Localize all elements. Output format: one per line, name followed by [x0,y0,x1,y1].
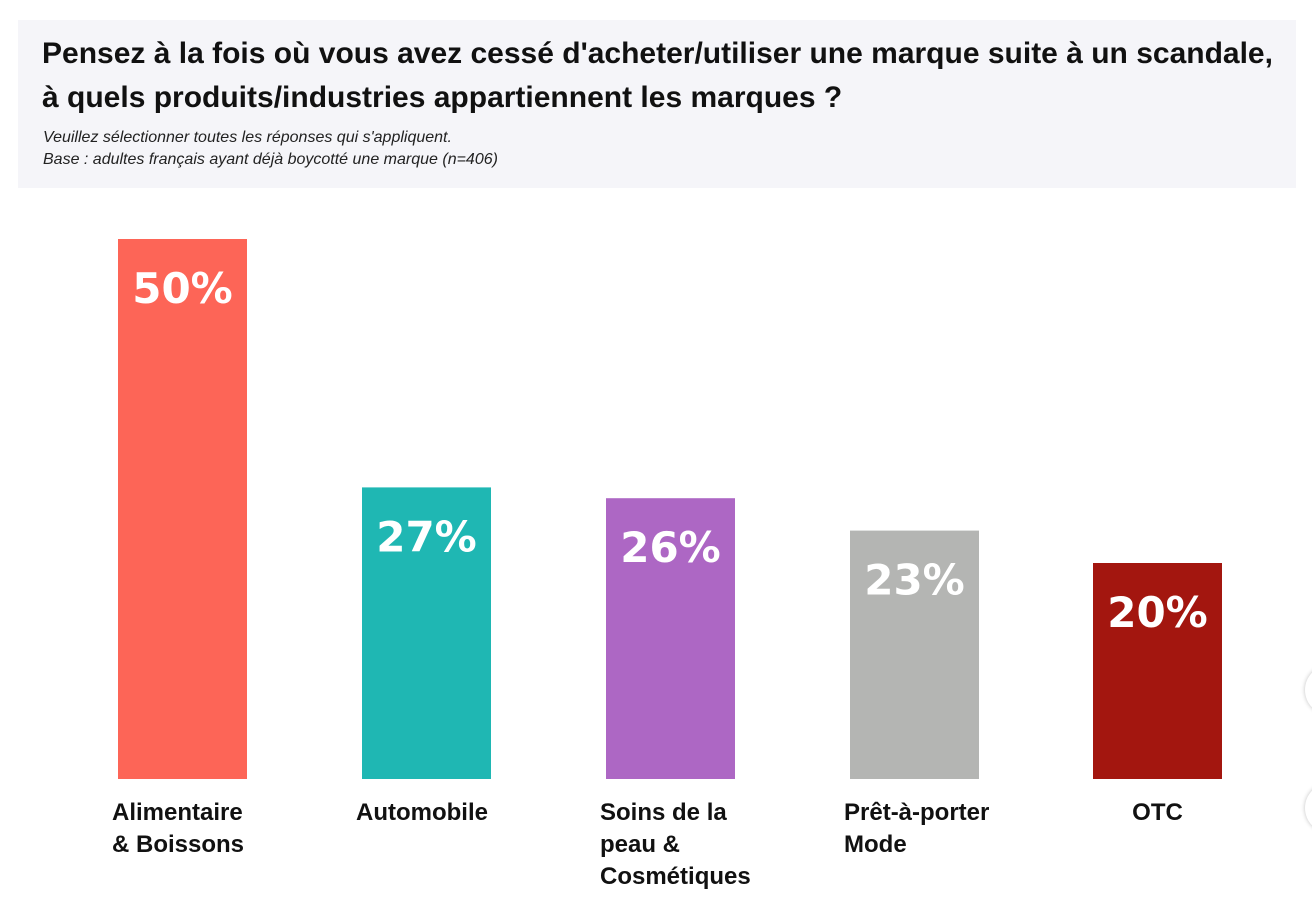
category-label: Mode [844,831,907,858]
category-label: Soins de la [600,799,727,826]
floating-button[interactable] [1305,665,1312,715]
category-label: Prêt-à-porter [844,799,989,826]
category-label: Automobile [356,799,488,826]
data-label: 23% [864,556,965,605]
instruction-text: Veuillez sélectionner toutes les réponse… [43,129,452,146]
category-label: Cosmétiques [600,863,751,890]
bar [1093,563,1222,779]
data-label: 26% [620,523,721,572]
data-label: 20% [1107,588,1208,637]
bar [606,498,735,779]
bar [118,239,247,779]
base-text: Base : adultes français ayant déjà boyco… [43,151,498,168]
category-label: Alimentaire [112,799,243,826]
data-label: 50% [132,264,233,313]
floating-button[interactable] [1305,783,1312,833]
chart-header: Pensez à la fois où vous avez cessé d'ac… [18,20,1296,188]
category-label: OTC [1132,799,1183,826]
bar [850,530,979,779]
data-label: 27% [376,512,477,561]
category-label: & Boissons [112,831,244,858]
bar [362,487,491,779]
category-label: peau & [600,831,680,858]
chart-title: Pensez à la fois où vous avez cessé d'ac… [42,37,1273,114]
